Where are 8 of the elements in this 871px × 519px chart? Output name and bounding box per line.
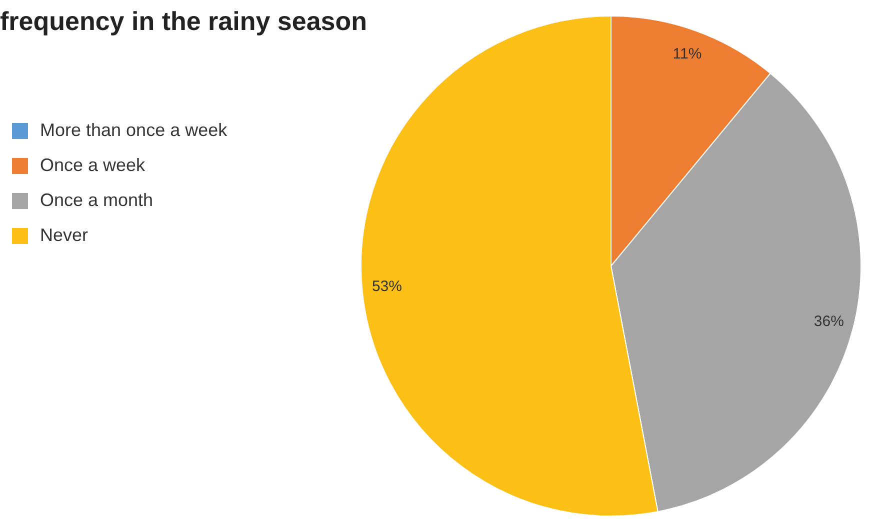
- chart-title: frequency in the rainy season: [0, 6, 368, 36]
- data-label: 11%: [672, 45, 702, 62]
- data-label: 53%: [372, 278, 402, 296]
- data-label: 36%: [814, 312, 844, 330]
- legend-label: Never: [40, 224, 88, 245]
- legend-label: Once a week: [40, 154, 146, 175]
- legend-label: Once a month: [40, 190, 154, 210]
- legend-label: More than once a week: [40, 120, 228, 140]
